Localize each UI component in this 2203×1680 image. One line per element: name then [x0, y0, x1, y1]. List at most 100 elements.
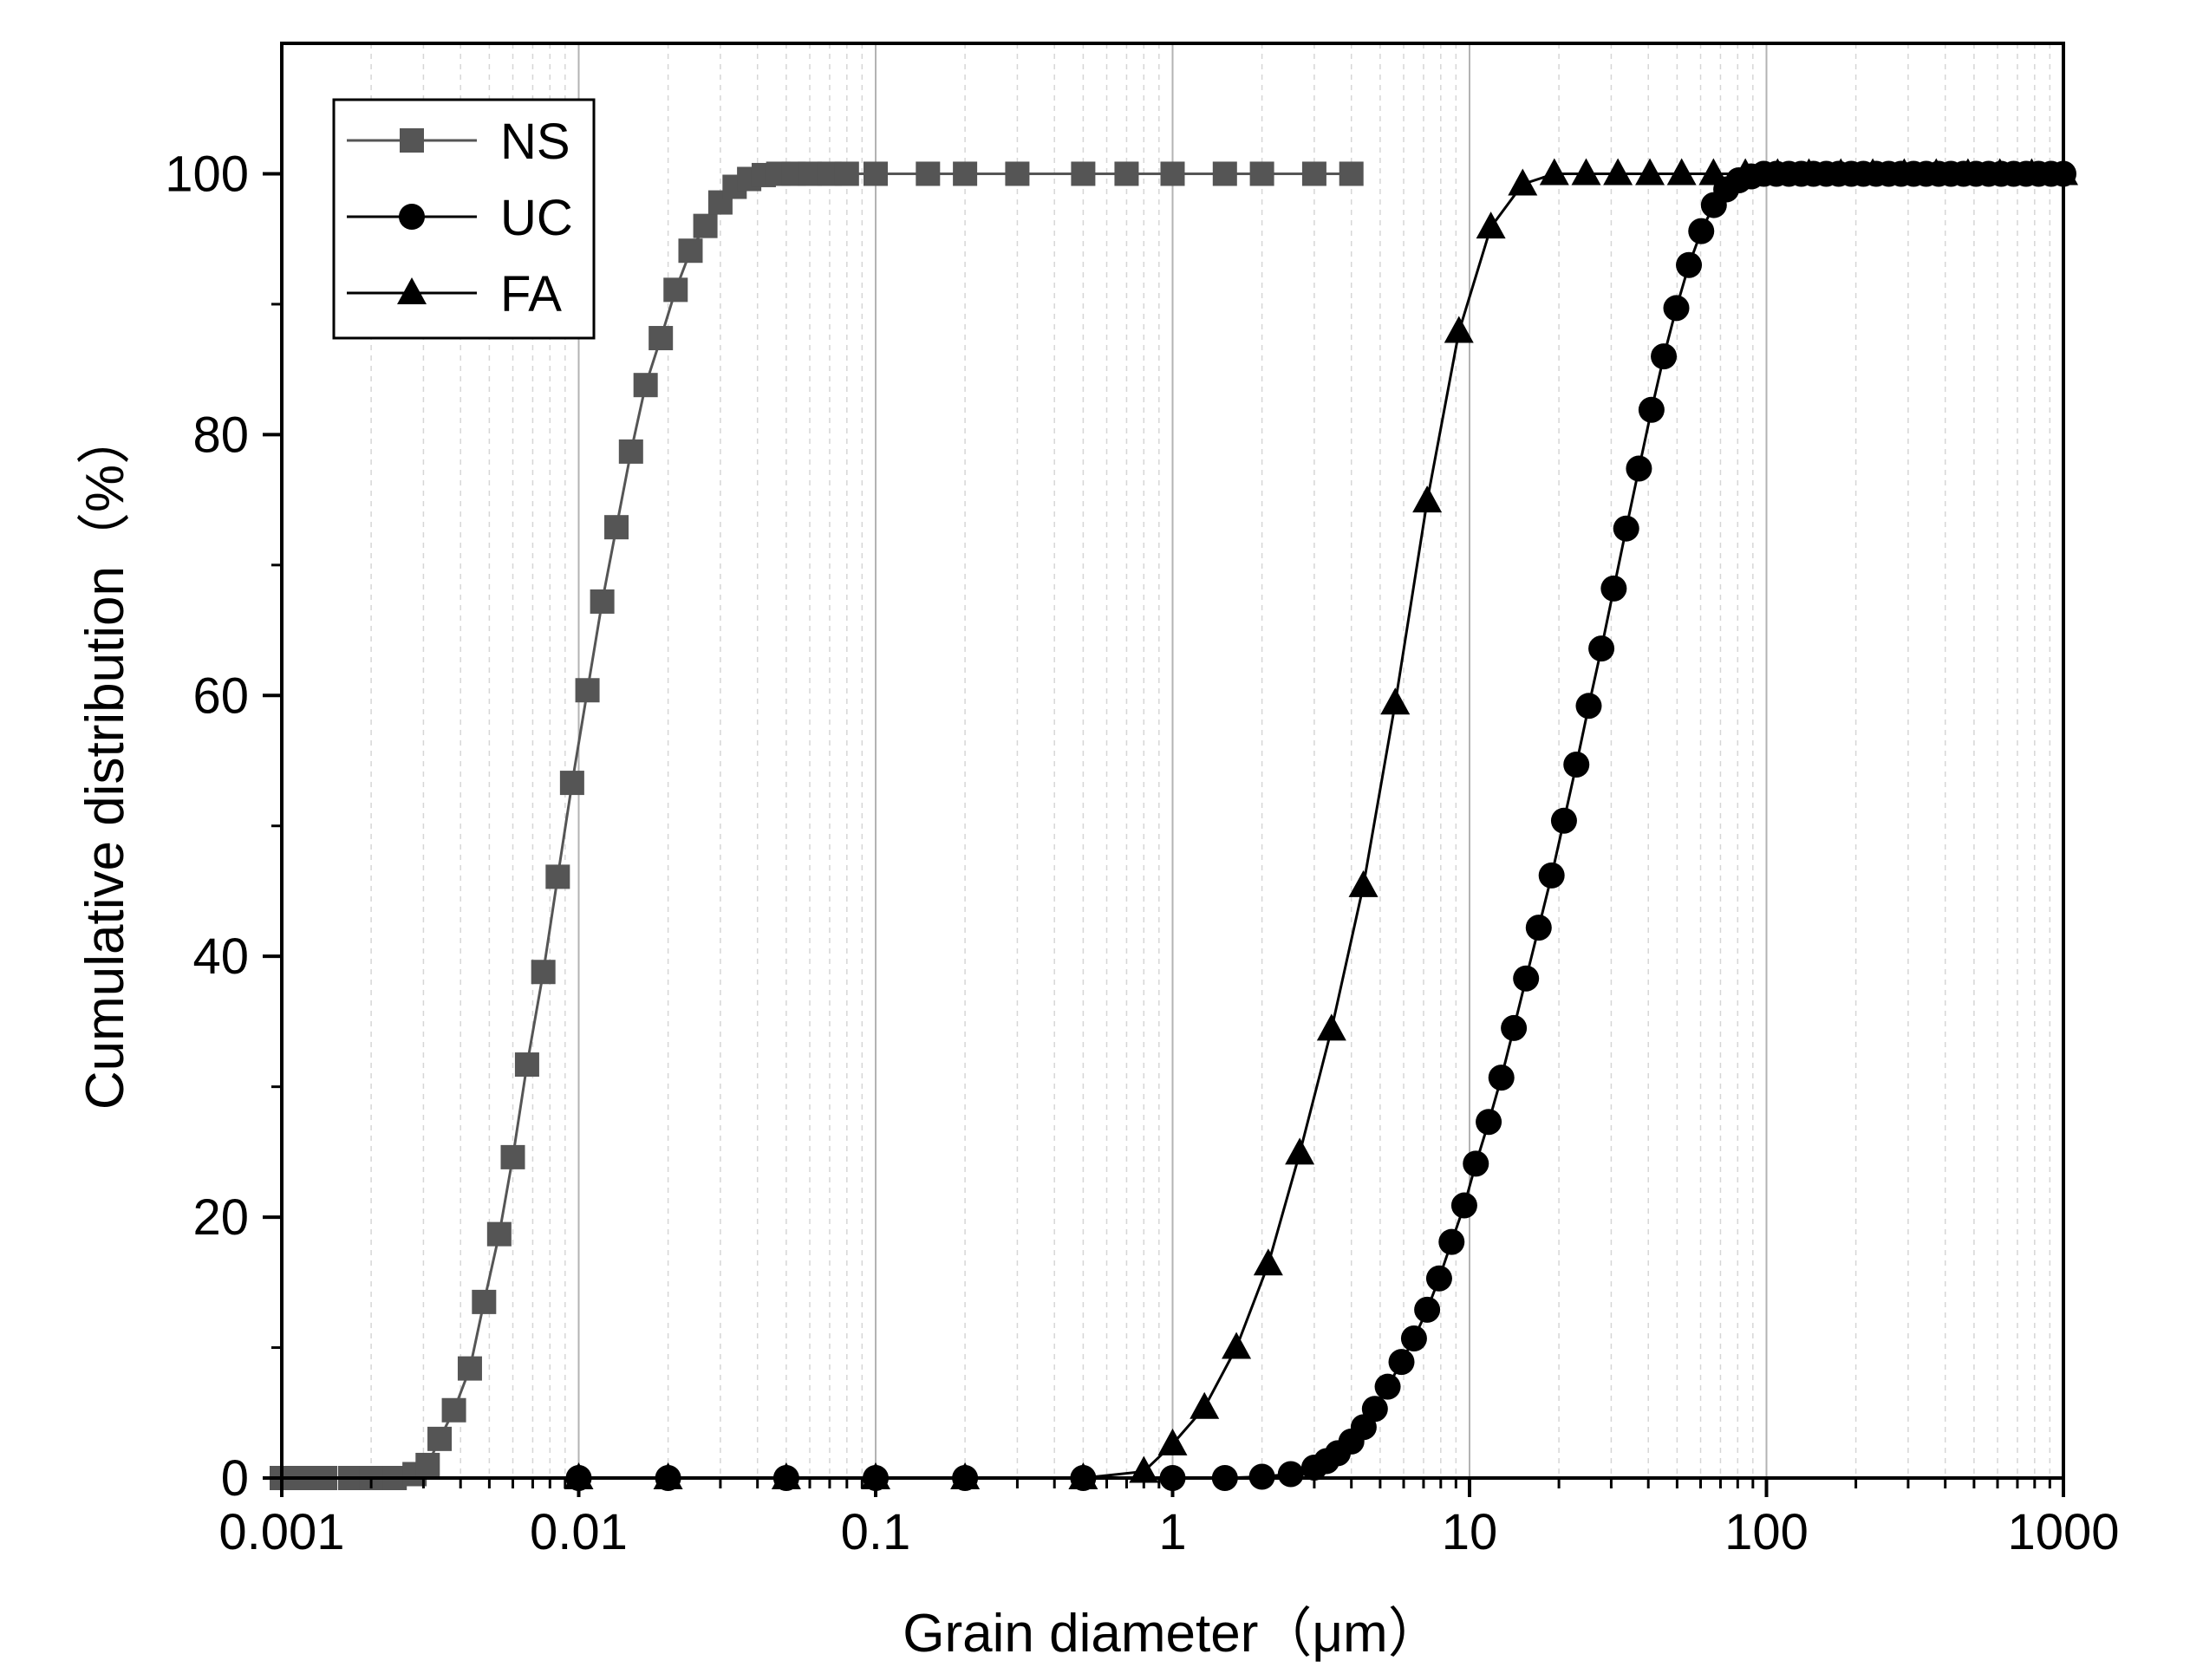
data-point-ns	[1160, 161, 1185, 186]
data-point-fa	[1129, 1455, 1159, 1483]
data-point-uc	[1488, 1065, 1515, 1091]
data-point-ns	[1339, 161, 1364, 186]
data-point-ns	[531, 960, 556, 985]
data-point-ns	[1212, 161, 1237, 186]
data-point-fa	[564, 1462, 594, 1489]
data-point-fa	[1222, 1332, 1252, 1359]
legend-marker-triangle	[397, 277, 427, 304]
x-tick-label: 10	[1442, 1504, 1498, 1560]
data-point-uc	[1688, 218, 1715, 244]
data-point-ns	[663, 277, 688, 303]
data-point-uc	[1513, 965, 1540, 992]
data-point-ns	[618, 439, 643, 464]
data-point-fa	[950, 1462, 981, 1489]
data-point-ns	[1114, 161, 1139, 186]
data-point-uc	[1638, 396, 1665, 423]
data-point-ns	[678, 238, 703, 264]
y-tick-label: 60	[192, 667, 249, 724]
x-tick-label: 0.1	[841, 1504, 911, 1560]
legend-marker-square	[400, 128, 424, 153]
y-tick-label: 80	[192, 407, 249, 463]
data-point-fa	[1444, 316, 1474, 343]
data-point-uc	[1463, 1150, 1489, 1177]
data-point-uc	[1550, 807, 1577, 834]
legend: NS UC FA	[332, 98, 596, 340]
data-point-fa	[1412, 485, 1443, 513]
data-point-uc	[1676, 251, 1703, 278]
data-point-fa	[1985, 158, 2015, 186]
data-point-ns	[415, 1452, 440, 1477]
series-layer	[270, 158, 2078, 1491]
legend-items: NS UC FA	[347, 114, 573, 322]
y-tick-label: 0	[221, 1450, 249, 1507]
x-tick-label: 0.01	[530, 1504, 628, 1560]
data-point-fa	[1730, 158, 1761, 186]
data-point-fa	[1666, 158, 1697, 186]
data-point-ns	[864, 161, 888, 186]
data-point-ns	[916, 161, 941, 186]
data-point-fa	[1921, 158, 1952, 186]
data-point-fa	[1285, 1137, 1315, 1165]
data-point-uc	[1525, 915, 1552, 941]
data-point-ns	[545, 864, 570, 889]
data-point-fa	[1698, 158, 1729, 186]
data-point-ns	[486, 1221, 512, 1247]
data-point-fa	[1189, 1391, 1220, 1419]
data-point-ns	[604, 515, 629, 540]
data-point-fa	[1635, 158, 1665, 186]
data-point-uc	[1600, 575, 1627, 602]
legend-label: NS	[500, 114, 570, 170]
data-point-ns	[457, 1356, 482, 1381]
data-point-fa	[1068, 1462, 1098, 1489]
data-point-uc	[1400, 1325, 1427, 1352]
data-point-ns	[590, 589, 615, 614]
axis-layer: 0.001 0.01 0.1 1 10 100 1000 0 20 40 60 80 100	[165, 146, 2119, 1560]
data-point-uc	[1425, 1265, 1452, 1292]
data-point-uc	[1613, 515, 1639, 542]
data-point-uc	[1476, 1109, 1502, 1136]
data-point-fa	[1380, 687, 1411, 715]
data-point-ns	[575, 678, 600, 703]
data-point-fa	[1603, 158, 1633, 186]
data-point-fa	[1539, 158, 1569, 186]
x-axis-title: Grain diameter（μm）	[903, 1604, 1441, 1664]
y-axis-title: Cumulative distribution（%）	[75, 411, 135, 1110]
data-point-ns	[633, 373, 658, 398]
data-point-ns	[559, 771, 584, 796]
data-point-ns	[1071, 161, 1096, 186]
data-point-fa	[1316, 1013, 1346, 1041]
data-point-ns	[427, 1426, 453, 1451]
y-tick-label: 100	[165, 146, 249, 202]
data-point-ns	[834, 161, 859, 186]
data-point-uc	[1388, 1349, 1415, 1376]
data-point-uc	[1563, 752, 1590, 778]
data-point-uc	[1450, 1192, 1477, 1219]
y-tick-label: 20	[192, 1189, 249, 1246]
data-point-fa	[771, 1462, 801, 1489]
data-point-uc	[1414, 1296, 1441, 1323]
data-point-ns	[500, 1144, 525, 1169]
data-point-fa	[1571, 158, 1601, 186]
data-point-fa	[1348, 869, 1379, 897]
data-point-uc	[1626, 455, 1652, 482]
data-point-ns	[693, 213, 718, 238]
legend-item-fa: FA	[347, 266, 562, 322]
legend-label: FA	[500, 266, 562, 322]
data-point-fa	[1952, 158, 1983, 186]
legend-marker-circle	[399, 204, 425, 230]
data-point-fa	[1157, 1428, 1188, 1455]
legend-item-uc: UC	[347, 190, 573, 246]
data-point-ns	[953, 161, 978, 186]
data-point-uc	[1588, 635, 1615, 662]
data-point-ns	[1301, 161, 1326, 186]
data-point-fa	[2017, 158, 2047, 186]
data-point-ns	[1249, 161, 1274, 186]
data-point-uc	[1277, 1461, 1304, 1488]
x-tick-label: 1	[1158, 1504, 1186, 1560]
legend-item-ns: NS	[347, 114, 570, 170]
data-point-ns	[472, 1289, 497, 1314]
x-tick-label: 0.001	[218, 1504, 344, 1560]
data-point-fa	[861, 1462, 890, 1489]
